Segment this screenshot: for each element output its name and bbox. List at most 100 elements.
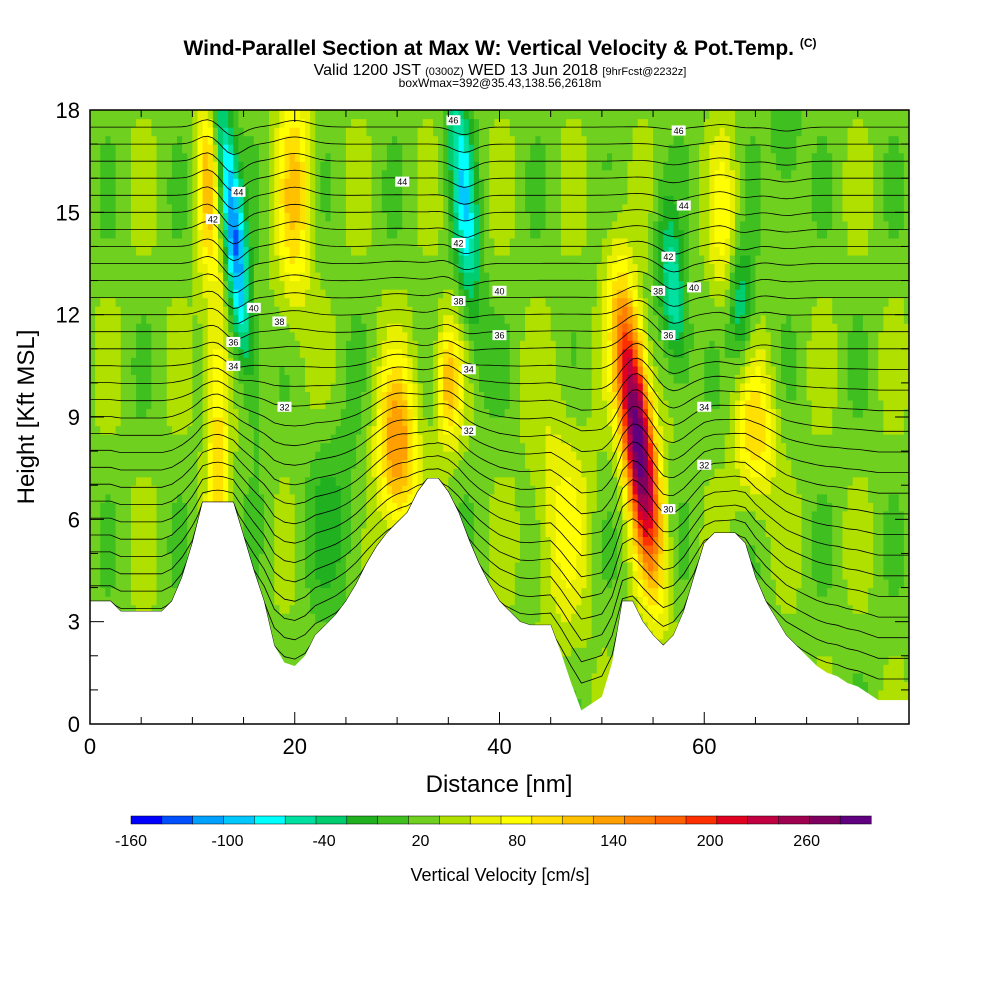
- w-cell: [207, 493, 214, 503]
- w-cell: [187, 186, 193, 196]
- w-cell: [407, 331, 414, 341]
- w-cell: [284, 604, 291, 614]
- w-cell: [335, 561, 342, 572]
- w-cell: [351, 331, 357, 341]
- w-cell: [345, 468, 352, 478]
- w-cell: [238, 195, 245, 205]
- w-cell: [299, 408, 306, 418]
- w-cell: [284, 425, 291, 435]
- w-cell: [371, 331, 378, 341]
- w-cell: [299, 493, 306, 503]
- w-cell: [330, 485, 337, 495]
- w-cell: [192, 519, 199, 529]
- w-cell: [279, 459, 286, 469]
- w-cell: [417, 459, 424, 469]
- w-cell: [187, 263, 193, 273]
- w-cell: [427, 161, 434, 171]
- w-cell: [100, 442, 106, 452]
- w-cell: [248, 374, 255, 384]
- w-cell: [438, 280, 444, 290]
- w-cell: [417, 229, 424, 239]
- w-cell: [125, 110, 132, 120]
- w-cell: [105, 144, 112, 154]
- w-cell: [325, 135, 332, 145]
- w-cell: [356, 391, 362, 401]
- w-cell: [361, 536, 368, 546]
- w-cell: [151, 510, 158, 520]
- w-cell: [376, 118, 383, 128]
- w-cell: [432, 246, 439, 256]
- w-cell: [264, 442, 270, 452]
- w-cell: [243, 161, 250, 171]
- w-cell: [335, 289, 342, 299]
- w-cell: [171, 365, 178, 375]
- w-cell: [269, 118, 275, 128]
- w-cell: [397, 382, 403, 393]
- w-cell: [284, 476, 291, 486]
- w-cell: [397, 118, 403, 128]
- w-cell: [397, 485, 403, 495]
- w-cell: [269, 161, 275, 171]
- w-cell: [269, 451, 275, 461]
- w-cell: [310, 630, 316, 640]
- w-cell: [223, 212, 229, 222]
- w-cell: [304, 391, 311, 401]
- w-cell: [136, 348, 142, 358]
- w-cell: [141, 579, 147, 589]
- w-cell: [269, 519, 275, 529]
- w-cell: [223, 229, 229, 239]
- w-cell: [125, 144, 132, 154]
- w-cell: [202, 127, 209, 137]
- w-cell: [264, 263, 270, 273]
- w-cell: [402, 425, 408, 435]
- w-cell: [412, 203, 419, 213]
- w-cell: [356, 229, 362, 239]
- w-cell: [110, 459, 117, 469]
- w-cell: [136, 323, 142, 333]
- w-cell: [381, 408, 388, 418]
- w-cell: [192, 161, 199, 171]
- w-cell: [136, 468, 142, 478]
- w-cell: [340, 152, 347, 162]
- w-cell: [90, 161, 96, 171]
- w-cell: [238, 399, 245, 410]
- w-cell: [386, 229, 393, 239]
- w-cell: [146, 246, 153, 256]
- w-cell: [130, 476, 137, 486]
- w-cell: [95, 263, 101, 273]
- w-cell: [294, 621, 301, 631]
- w-cell: [294, 417, 301, 427]
- w-cell: [294, 442, 301, 452]
- w-cell: [407, 382, 414, 393]
- w-cell: [397, 451, 403, 461]
- w-cell: [422, 306, 429, 316]
- w-cell: [136, 229, 142, 239]
- w-cell: [161, 442, 168, 452]
- w-cell: [371, 340, 378, 350]
- w-cell: [136, 579, 142, 589]
- w-cell: [284, 485, 291, 495]
- w-cell: [345, 169, 352, 179]
- w-cell: [386, 331, 393, 341]
- w-cell: [264, 127, 270, 137]
- w-cell: [325, 579, 332, 589]
- w-cell: [289, 178, 296, 188]
- w-cell: [320, 272, 327, 282]
- w-cell: [402, 297, 408, 307]
- w-cell: [156, 169, 163, 179]
- w-cell: [330, 468, 337, 478]
- w-cell: [171, 212, 178, 222]
- w-cell: [279, 493, 286, 503]
- w-cell: [310, 144, 316, 154]
- w-cell: [284, 203, 291, 213]
- w-cell: [361, 135, 368, 145]
- w-cell: [330, 297, 337, 307]
- w-cell: [381, 203, 388, 213]
- w-cell: [274, 417, 280, 427]
- w-cell: [289, 195, 296, 205]
- w-cell: [207, 297, 214, 307]
- w-cell: [217, 220, 224, 230]
- w-cell: [402, 485, 408, 495]
- w-cell: [402, 272, 408, 282]
- w-cell: [90, 417, 96, 427]
